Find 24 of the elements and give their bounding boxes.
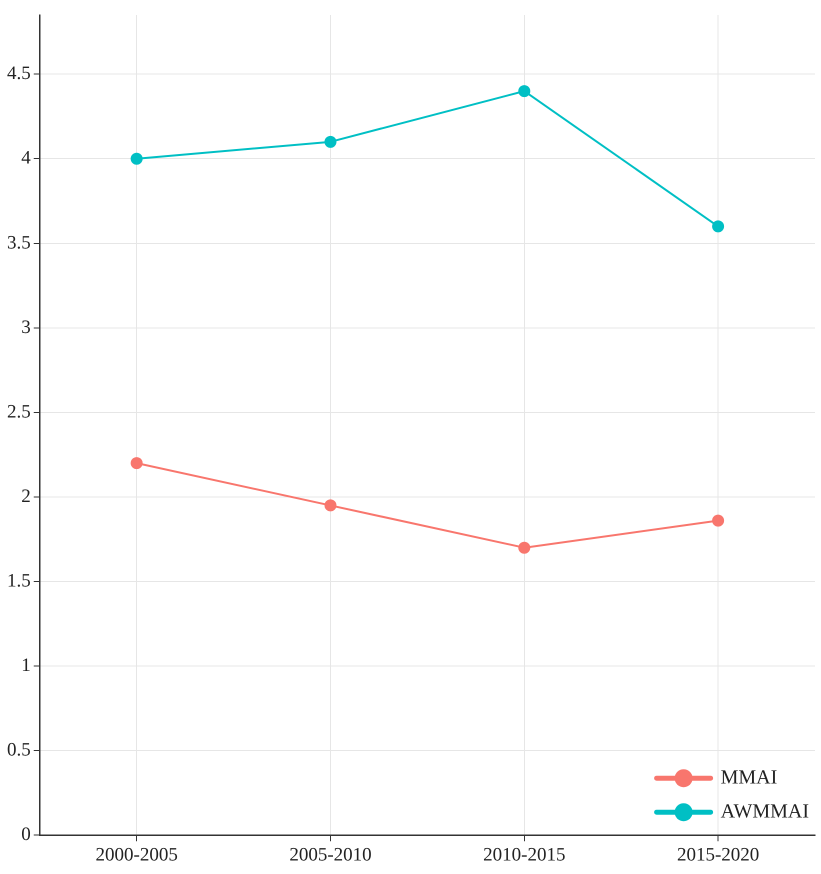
x-tick-label: 2015-2020	[676, 844, 760, 866]
point	[324, 499, 336, 512]
y-tick-label: 2	[21, 486, 31, 507]
y-tick-label: 4	[21, 148, 32, 169]
point	[130, 457, 143, 470]
x-tick-label: 2005-2010	[289, 844, 372, 866]
y-tick-label: 0	[21, 824, 31, 846]
y-tick-label: 1.5	[7, 570, 31, 592]
legend-label: MMAI	[720, 766, 778, 788]
x-tick-label: 2010-2015	[483, 844, 566, 866]
point	[130, 152, 143, 165]
point	[518, 542, 530, 554]
x-tick-label: 2000-2005	[95, 844, 178, 866]
point	[712, 514, 724, 527]
point	[712, 220, 724, 232]
y-tick-label: 3	[21, 316, 31, 338]
point	[518, 85, 530, 98]
y-tick-label: 3.5	[7, 232, 31, 254]
y-tick-label: 1	[21, 655, 31, 676]
y-tick-label: 0.5	[7, 740, 31, 761]
y-tick-label: 4.5	[7, 63, 31, 84]
legend-label: AWMMAI	[720, 800, 809, 822]
y-tick-label: 2.5	[7, 401, 31, 422]
point	[324, 136, 336, 148]
